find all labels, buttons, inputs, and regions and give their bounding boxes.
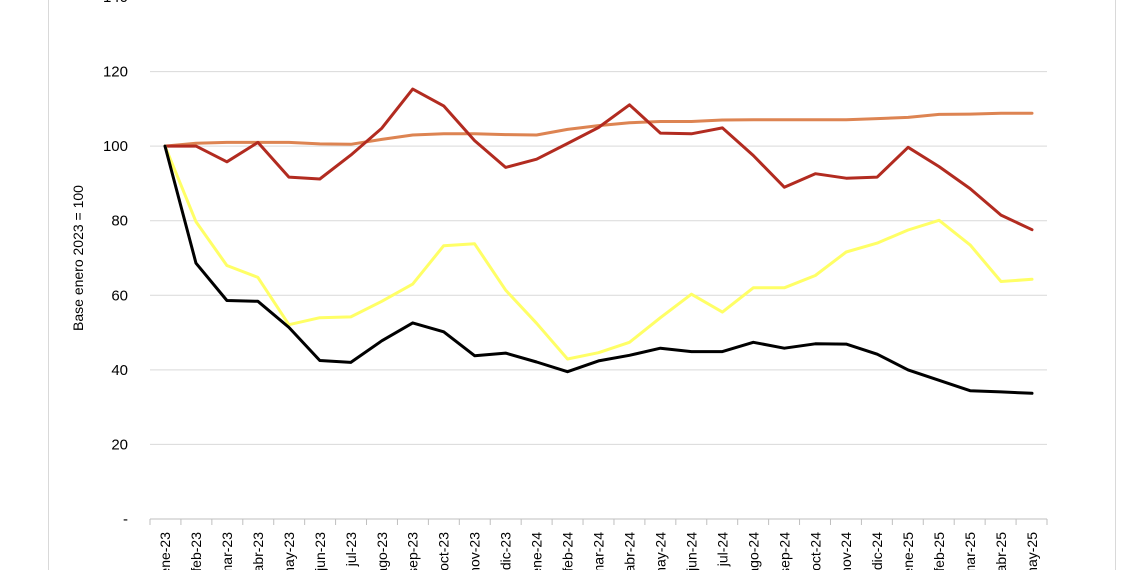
x-tick-label: nov-24 [838, 532, 854, 570]
x-tick-label: ago-24 [745, 532, 761, 570]
chart-right-border [1115, 0, 1116, 570]
x-tick-label: abr-24 [621, 532, 637, 570]
x-tick-label: oct-24 [807, 532, 823, 570]
y-tick-label: 100 [103, 138, 128, 155]
y-axis-ticks: - 20 40 60 80 100 120 140 [103, 0, 128, 528]
x-tick-label: dic-24 [869, 532, 885, 570]
x-tick-label: nov-23 [467, 532, 483, 570]
x-tick-label: feb-25 [931, 532, 947, 570]
x-tick-label: jun-24 [683, 532, 699, 570]
y-axis-label: Base enero 2023 = 100 [70, 185, 86, 331]
x-tick-label: ene-25 [900, 532, 916, 570]
x-tick-label: mar-24 [591, 532, 607, 570]
x-tick-label: ene-23 [157, 532, 173, 570]
x-tick-label: oct-23 [436, 532, 452, 570]
x-tick-label: jul-23 [343, 532, 359, 567]
x-tick-label: may-25 [1024, 532, 1040, 570]
y-tick-label: 60 [111, 287, 128, 304]
gridlines [150, 0, 1047, 444]
y-tick-label: 40 [111, 362, 128, 379]
y-tick-label: 80 [111, 213, 128, 230]
x-axis: ene-23 feb-23 mar-23 abr-23 may-23 jun-23 jul-… [150, 519, 1047, 570]
series-lines [165, 89, 1032, 393]
series-line-2 [165, 89, 1032, 230]
x-tick-label: jun-23 [312, 532, 328, 570]
y-tick-label: 20 [111, 436, 128, 453]
x-tick-label: may-23 [281, 532, 297, 570]
x-tick-label: abr-25 [993, 532, 1009, 570]
x-tick-label: abr-23 [250, 532, 266, 570]
x-tick-label: mar-23 [219, 532, 235, 570]
x-tick-label: may-24 [652, 532, 668, 570]
x-tick-label: mar-25 [962, 532, 978, 570]
y-tick-label: 120 [103, 64, 128, 81]
x-tick-label: sep-24 [776, 532, 792, 570]
chart-left-border [48, 0, 49, 570]
y-tick-label: 140 [103, 0, 128, 6]
x-tick-label: ene-24 [529, 532, 545, 570]
x-tick-label: feb-24 [560, 532, 576, 570]
series-line-4 [165, 146, 1032, 393]
x-tick-label: jul-24 [714, 532, 730, 567]
x-tick-label: sep-23 [405, 532, 421, 570]
series-line-1 [165, 113, 1032, 146]
x-tick-label: feb-23 [188, 532, 204, 570]
x-tick-label: dic-23 [498, 532, 514, 570]
x-tick-label: ago-23 [374, 532, 390, 570]
y-tick-label: - [123, 511, 128, 528]
